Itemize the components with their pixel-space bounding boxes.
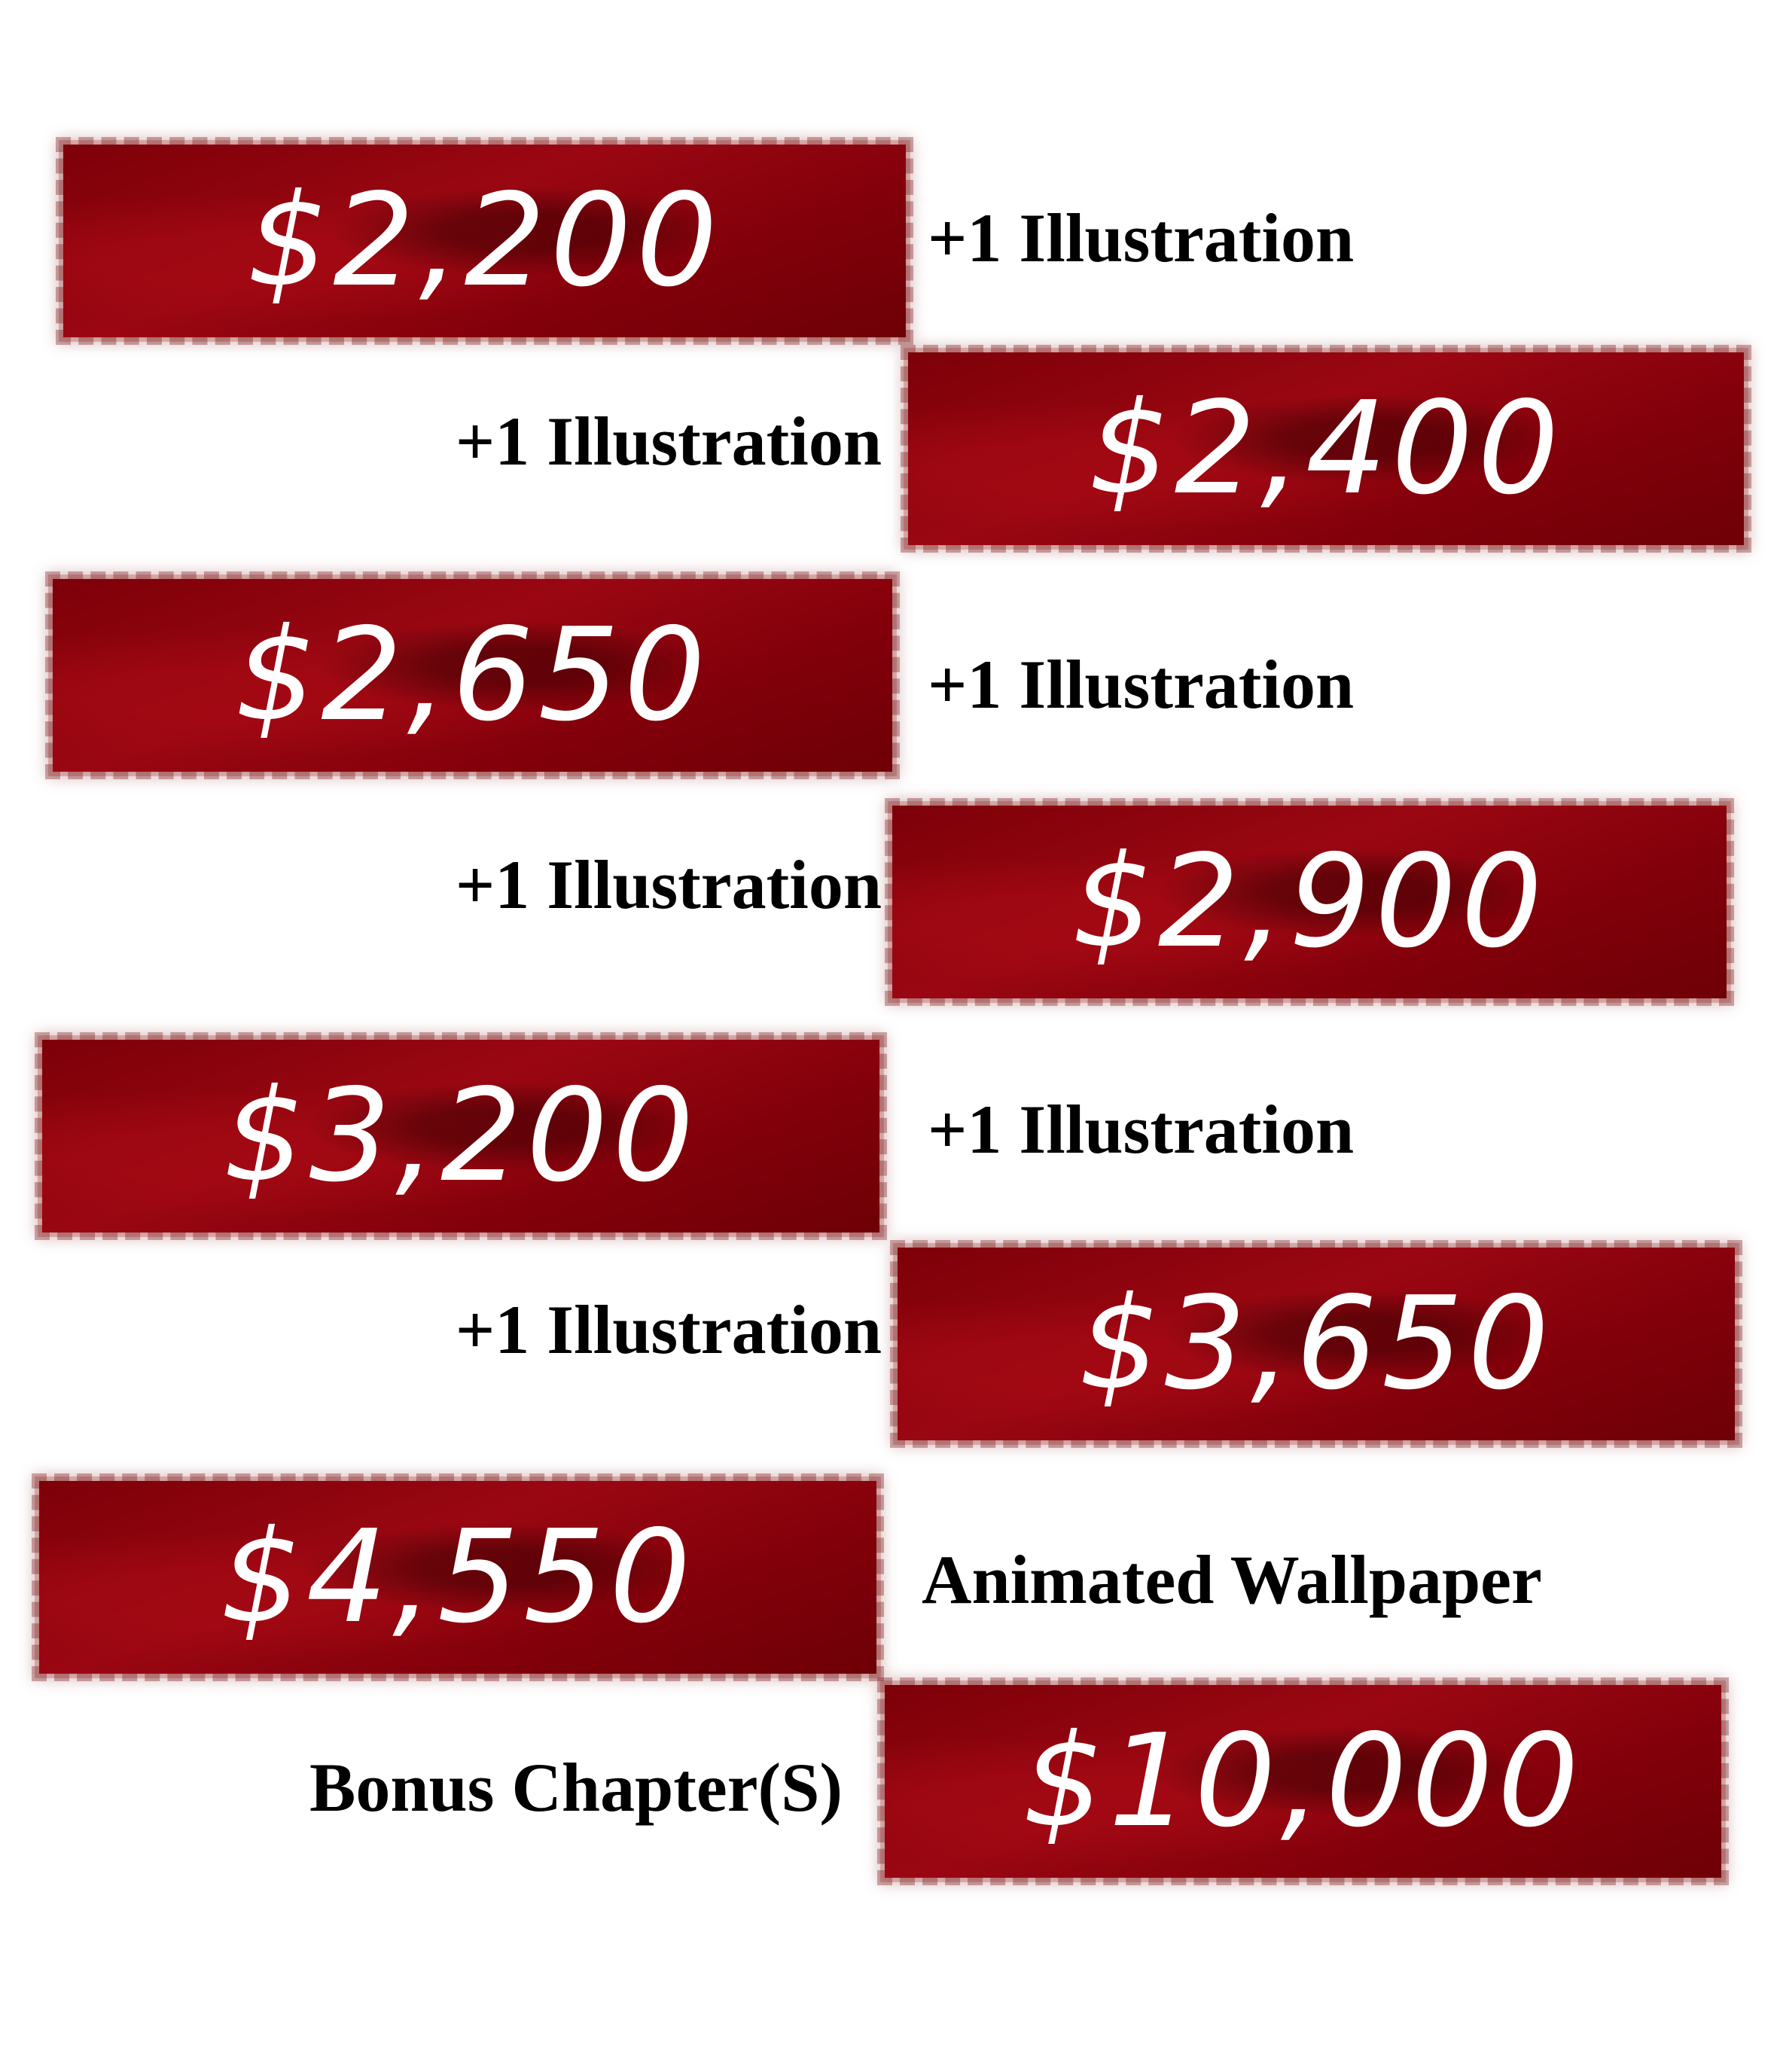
tier-banner-5: $3,200 — [35, 1032, 887, 1240]
tier-price: $2,650 — [235, 601, 710, 750]
tier-banner-7: $4,550 — [32, 1473, 884, 1681]
tier-reward: +1 Illustration — [455, 403, 882, 480]
tier-banner-2: $2,400 — [901, 345, 1751, 553]
tier-price: $2,200 — [247, 166, 722, 315]
tier-reward: Bonus Chapter(S) — [309, 1749, 843, 1826]
tier-price: $2,900 — [1071, 827, 1547, 977]
tier-reward: +1 Illustration — [928, 1091, 1355, 1168]
tier-reward: +1 Illustration — [455, 1291, 882, 1368]
tier-banner-6: $3,650 — [890, 1240, 1742, 1448]
tier-banner-8: $10,000 — [877, 1677, 1729, 1885]
tier-reward: +1 Illustration — [455, 846, 882, 923]
tier-price: $3,650 — [1078, 1269, 1554, 1418]
tier-reward: Animated Wallpaper — [922, 1541, 1542, 1618]
tier-banner-4: $2,900 — [885, 798, 1734, 1006]
tier-banner-3: $2,650 — [45, 571, 900, 779]
tier-price: $10,000 — [1023, 1707, 1583, 1856]
tier-price: $4,550 — [220, 1503, 696, 1652]
tier-reward: +1 Illustration — [928, 200, 1355, 276]
tier-reward: +1 Illustration — [928, 646, 1355, 723]
tier-price: $3,200 — [223, 1062, 699, 1211]
tier-banner-1: $2,200 — [56, 137, 913, 345]
tier-price: $2,400 — [1088, 374, 1564, 523]
